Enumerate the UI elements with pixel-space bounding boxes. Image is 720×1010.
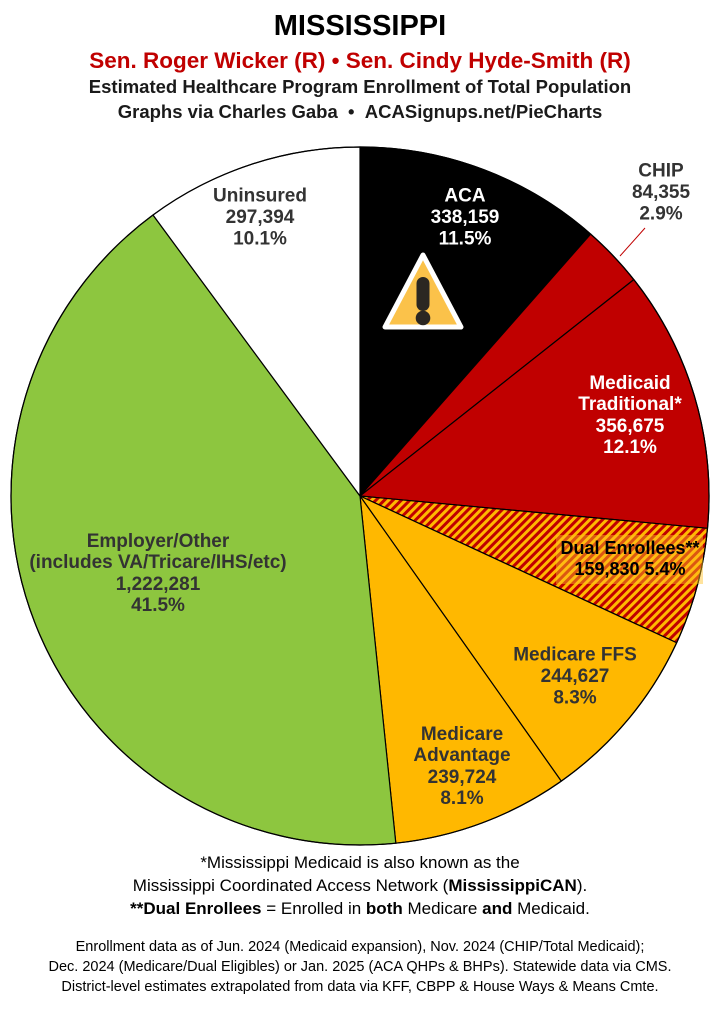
svg-text:Enrollment data as of Jun. 202: Enrollment data as of Jun. 2024 (Medicai…: [76, 939, 645, 955]
svg-text:244,627: 244,627: [541, 666, 610, 687]
svg-text:Advantage: Advantage: [413, 745, 510, 766]
svg-text:Sen. Roger Wicker (R) • Sen. C: Sen. Roger Wicker (R) • Sen. Cindy Hyde-…: [89, 48, 631, 73]
svg-text:Medicare: Medicare: [421, 724, 503, 745]
svg-text:Medicare FFS: Medicare FFS: [513, 645, 637, 666]
svg-text:239,724: 239,724: [428, 767, 497, 788]
svg-text:159,830 5.4%: 159,830 5.4%: [574, 559, 685, 579]
svg-text:Graphs via Charles Gaba • AC: Graphs via Charles Gaba • ACASignups.net…: [118, 101, 603, 122]
svg-text:11.5%: 11.5%: [439, 229, 492, 250]
svg-text:Mississippi Coordinated Access: Mississippi Coordinated Access Network (…: [133, 876, 587, 895]
svg-text:*Mississippi Medicaid is also: *Mississippi Medicaid is also known as t…: [200, 853, 519, 872]
svg-text:Employer/Other: Employer/Other: [87, 531, 230, 552]
svg-text:(includes VA/Tricare/IHS/etc): (includes VA/Tricare/IHS/etc): [29, 552, 286, 573]
svg-text:Traditional*: Traditional*: [578, 394, 682, 415]
svg-text:**Dual Enrollees = Enrolled in: **Dual Enrollees = Enrolled in both Medi…: [130, 899, 590, 918]
svg-text:12.1%: 12.1%: [603, 437, 657, 458]
svg-text:1,222,281: 1,222,281: [116, 574, 201, 595]
svg-text:338,159: 338,159: [431, 207, 500, 228]
svg-text:CHIP: CHIP: [638, 161, 684, 182]
svg-text:41.5%: 41.5%: [131, 595, 185, 616]
svg-text:Medicaid: Medicaid: [589, 373, 670, 394]
svg-text:MISSISSIPPI: MISSISSIPPI: [274, 10, 446, 42]
svg-text:297,394: 297,394: [226, 207, 295, 228]
svg-text:District-level estimates extra: District-level estimates extrapolated fr…: [61, 979, 658, 995]
svg-text:84,355: 84,355: [632, 182, 691, 203]
svg-text:8.3%: 8.3%: [553, 688, 596, 709]
svg-text:Dual Enrollees**: Dual Enrollees**: [560, 538, 699, 558]
svg-text:ACA: ACA: [444, 186, 485, 207]
svg-text:Uninsured: Uninsured: [213, 186, 307, 207]
svg-text:10.1%: 10.1%: [233, 229, 287, 250]
svg-text:8.1%: 8.1%: [440, 788, 483, 809]
svg-text:Dec. 2024 (Medicare/Dual Eligi: Dec. 2024 (Medicare/Dual Eligibles) or J…: [49, 959, 672, 975]
svg-text:2.9%: 2.9%: [639, 204, 682, 225]
svg-text:Estimated Healthcare Program E: Estimated Healthcare Program Enrollment …: [89, 76, 631, 97]
svg-text:356,675: 356,675: [596, 416, 665, 437]
